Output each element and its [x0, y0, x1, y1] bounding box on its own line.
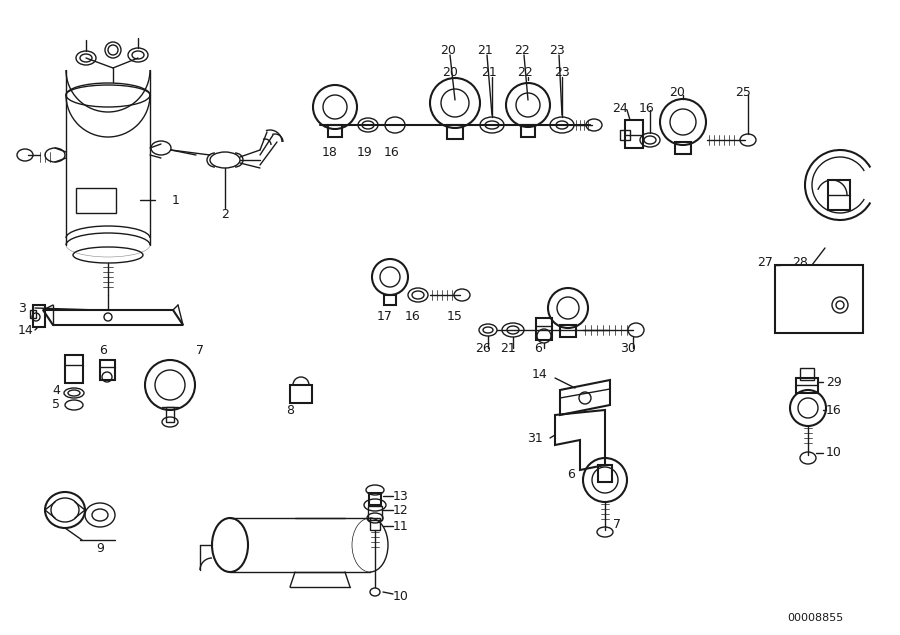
Text: 22: 22 [518, 65, 533, 79]
Text: 16: 16 [639, 102, 655, 114]
Bar [598, 465, 612, 482]
Text: 1: 1 [172, 194, 180, 206]
Text: 20: 20 [440, 44, 456, 57]
Text: 27: 27 [757, 257, 773, 269]
Text: 5: 5 [52, 399, 60, 411]
Text: 22: 22 [514, 44, 530, 57]
Text: 19: 19 [357, 147, 373, 159]
Text: 8: 8 [286, 403, 294, 417]
Bar [560, 325, 576, 337]
Bar [620, 130, 630, 140]
Text: 6: 6 [567, 469, 575, 481]
Text: 20: 20 [669, 86, 685, 98]
Bar [33, 305, 45, 327]
Text: 29: 29 [826, 375, 842, 389]
Bar [800, 368, 814, 380]
Text: 16: 16 [405, 311, 421, 323]
Bar [536, 318, 552, 340]
Text: 23: 23 [554, 65, 570, 79]
Text: 14: 14 [532, 368, 548, 382]
Bar [625, 120, 643, 148]
Text: 13: 13 [393, 490, 409, 502]
Text: 17: 17 [377, 311, 393, 323]
Text: 6: 6 [99, 344, 107, 356]
Text: 23: 23 [549, 44, 565, 57]
Text: 00008855: 00008855 [787, 613, 843, 623]
Bar [166, 407, 174, 422]
Text: 4: 4 [52, 384, 60, 396]
Bar [368, 506, 382, 520]
Text: 28: 28 [792, 257, 808, 269]
Text: 21: 21 [477, 44, 493, 57]
Text: 12: 12 [393, 504, 409, 516]
Text: 31: 31 [527, 432, 543, 444]
Text: 20: 20 [442, 65, 458, 79]
Bar [100, 360, 115, 380]
Text: 7: 7 [196, 344, 204, 356]
Text: 2: 2 [221, 208, 229, 222]
Bar [65, 355, 83, 383]
Bar [447, 125, 463, 139]
Bar [828, 180, 850, 210]
Text: 25: 25 [735, 86, 751, 98]
Bar [370, 518, 380, 530]
Text: 6: 6 [534, 342, 542, 354]
Text: 3: 3 [18, 302, 26, 314]
Text: 14: 14 [18, 323, 34, 337]
Bar [796, 378, 818, 393]
Bar [30, 310, 36, 318]
Text: 10: 10 [826, 446, 842, 458]
Text: 18: 18 [322, 147, 338, 159]
Bar [76, 188, 116, 213]
Bar [521, 125, 535, 137]
Text: 21: 21 [500, 342, 516, 354]
Text: 30: 30 [620, 342, 636, 354]
Text: 15: 15 [447, 311, 463, 323]
Bar [290, 385, 312, 403]
Bar [369, 493, 381, 505]
Text: 9: 9 [96, 542, 104, 554]
Text: 10: 10 [393, 591, 409, 603]
Text: 21: 21 [482, 65, 497, 79]
Bar [675, 142, 691, 154]
Bar [384, 295, 396, 305]
Text: 7: 7 [613, 519, 621, 531]
Text: 24: 24 [612, 102, 628, 114]
Bar [775, 265, 863, 333]
Text: 11: 11 [393, 519, 409, 533]
Text: 16: 16 [384, 147, 400, 159]
Text: 16: 16 [826, 403, 842, 417]
Text: 26: 26 [475, 342, 491, 354]
Bar [328, 125, 342, 137]
